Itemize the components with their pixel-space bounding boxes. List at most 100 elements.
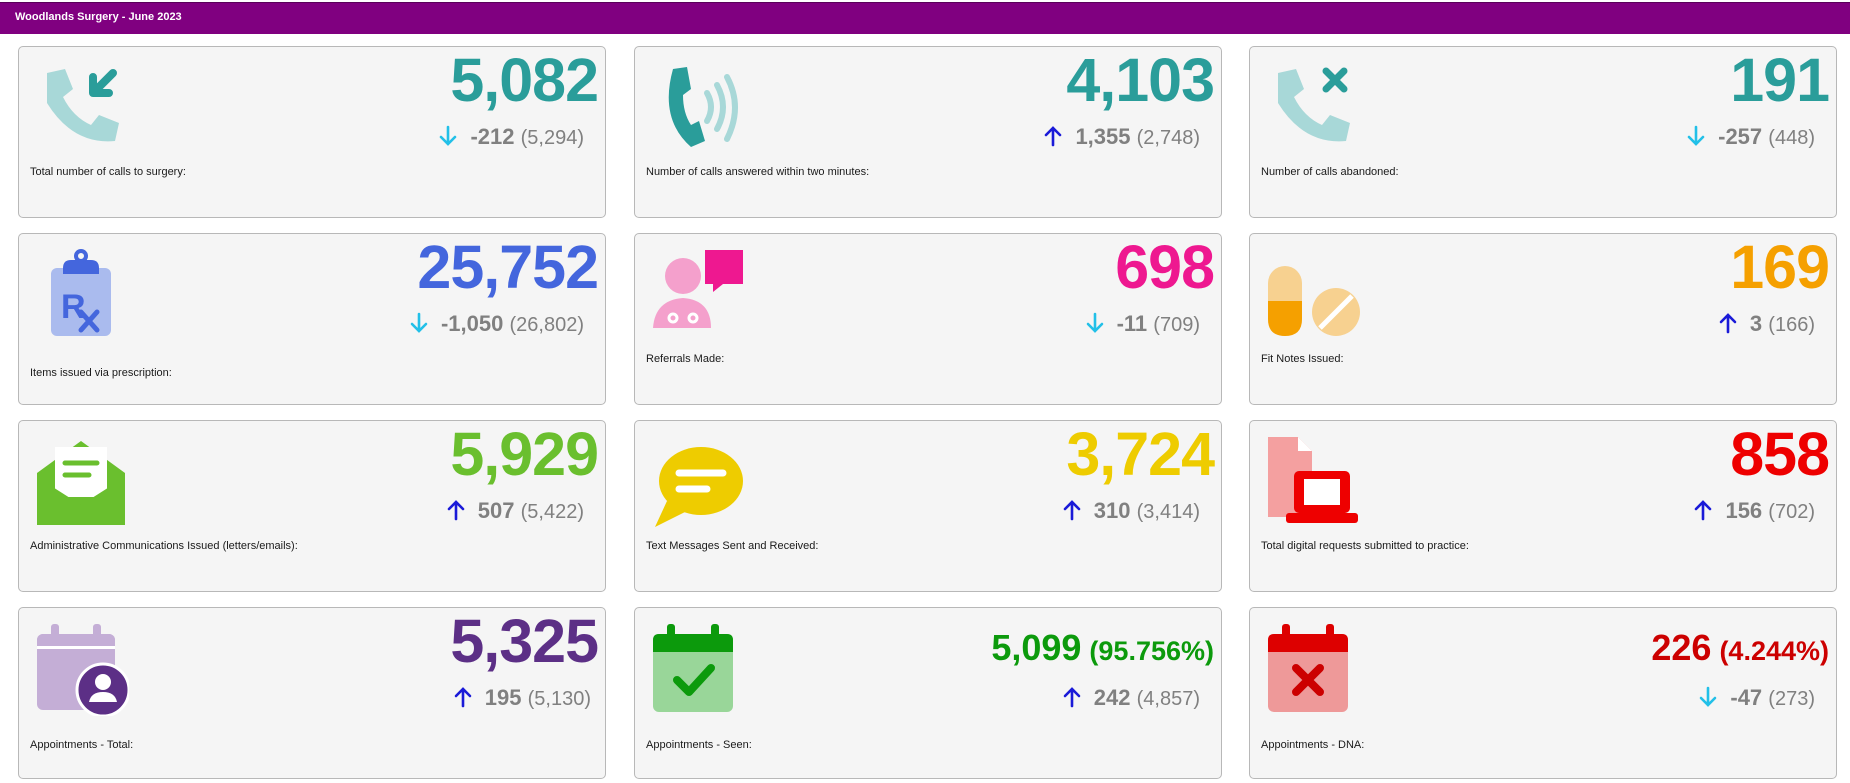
- file-laptop-icon: [1264, 433, 1360, 529]
- kpi-label: Total digital requests submitted to prac…: [1261, 540, 1469, 552]
- kpi-change: -212 (5,294): [436, 124, 584, 151]
- kpi-value-number: 226: [1651, 627, 1712, 668]
- kpi-value: 25,752: [417, 233, 599, 301]
- kpi-change-value: 1,355: [1075, 124, 1131, 149]
- kpi-previous-value: (702): [1768, 501, 1815, 523]
- kpi-change-value: -257: [1718, 124, 1763, 149]
- speech-bubble-icon: [649, 433, 745, 529]
- kpi-change: 3 (166): [1716, 311, 1815, 338]
- kpi-label: Text Messages Sent and Received:: [646, 540, 819, 552]
- kpi-card-referrals: 698 -11 (709) Referrals Made:: [634, 233, 1222, 405]
- kpi-label: Appointments - Seen:: [646, 739, 752, 751]
- kpi-change-value: -1,050: [440, 311, 504, 336]
- kpi-value-number: 5,099: [991, 627, 1082, 668]
- kpi-previous-value: (5,130): [527, 688, 591, 710]
- kpi-change: 242 (4,857): [1060, 685, 1200, 712]
- kpi-change-value: 507: [477, 498, 515, 523]
- kpi-change-value: 156: [1725, 498, 1763, 523]
- kpi-value: 5,082: [450, 46, 599, 114]
- svg-text:R: R: [61, 288, 86, 326]
- kpi-change: 195 (5,130): [451, 685, 591, 712]
- kpi-label: Appointments - Total:: [30, 739, 134, 751]
- kpi-change-value: 242: [1093, 685, 1131, 710]
- kpi-label: Number of calls answered within two minu…: [646, 166, 870, 178]
- kpi-label: Items issued via prescription:: [30, 367, 172, 379]
- arrow-up-icon: [1060, 498, 1084, 522]
- kpi-change: -47 (273): [1696, 685, 1815, 712]
- arrow-down-icon: [1083, 311, 1107, 335]
- kpi-label: Total number of calls to surgery:: [30, 166, 186, 178]
- kpi-previous-value: (4,857): [1136, 688, 1200, 710]
- kpi-card-digital-requests: 858 156 (702) Total digital requests sub…: [1249, 420, 1837, 592]
- kpi-percent: (95.756%): [1089, 636, 1214, 666]
- arrow-down-icon: [1684, 124, 1708, 148]
- kpi-label: Referrals Made:: [646, 353, 725, 365]
- kpi-change: -11 (709): [1083, 311, 1200, 338]
- kpi-value: 4,103: [1066, 46, 1215, 114]
- arrow-up-icon: [444, 498, 468, 522]
- arrow-up-icon: [451, 685, 475, 709]
- kpi-value: 5,325: [450, 607, 599, 675]
- kpi-percent: (4.244%): [1719, 636, 1829, 666]
- kpi-card-calls-abandoned: 191 -257 (448) Number of calls abandoned…: [1249, 46, 1837, 218]
- kpi-previous-value: (273): [1768, 688, 1815, 710]
- kpi-change-value: -11: [1116, 311, 1148, 336]
- kpi-change: -1,050 (26,802): [407, 311, 584, 338]
- kpi-card-fit-notes: 169 3 (166) Fit Notes Issued:: [1249, 233, 1837, 405]
- kpi-change-value: -212: [470, 124, 515, 149]
- report-title: Woodlands Surgery - June 2023: [15, 11, 182, 23]
- kpi-label: Appointments - DNA:: [1261, 739, 1365, 751]
- envelope-letter-icon: [33, 433, 129, 529]
- kpi-card-calls-answered: 4,103 1,355 (2,748) Number of calls answ…: [634, 46, 1222, 218]
- pills-icon: [1264, 246, 1360, 342]
- kpi-label: Number of calls abandoned:: [1261, 166, 1399, 178]
- kpi-previous-value: (26,802): [509, 314, 585, 336]
- kpi-value: 5,099 (95.756%): [991, 630, 1214, 666]
- arrow-up-icon: [1691, 498, 1715, 522]
- kpi-change: 1,355 (2,748): [1041, 124, 1200, 151]
- kpi-card-appointments-seen: 5,099 (95.756%) 242 (4,857) Appointments …: [634, 607, 1222, 779]
- kpi-change-value: 310: [1093, 498, 1131, 523]
- phone-ringing-icon: [649, 59, 745, 155]
- kpi-change-value: 3: [1749, 311, 1763, 336]
- kpi-card-prescriptions: R 25,752 -1,050 (26,802) Items issued vi…: [18, 233, 606, 405]
- kpi-previous-value: (5,294): [520, 127, 584, 149]
- kpi-value: 5,929: [450, 420, 599, 488]
- kpi-card-appointments-dna: 226 (4.244%) -47 (273) Appointments - DNA…: [1249, 607, 1837, 779]
- kpi-change: -257 (448): [1684, 124, 1815, 151]
- calendar-x-icon: [1264, 620, 1360, 716]
- kpi-previous-value: (2,748): [1136, 127, 1200, 149]
- kpi-card-appointments-total: 5,325 195 (5,130) Appointments - Total:: [18, 607, 606, 779]
- calendar-user-icon: [33, 620, 129, 716]
- kpi-card-total-calls: 5,082 -212 (5,294) Total number of calls…: [18, 46, 606, 218]
- arrow-down-icon: [436, 124, 460, 148]
- prescription-clipboard-icon: R: [33, 246, 129, 342]
- arrow-up-icon: [1060, 685, 1084, 709]
- kpi-value: 226 (4.244%): [1651, 630, 1829, 666]
- arrow-down-icon: [1696, 685, 1720, 709]
- kpi-previous-value: (3,414): [1136, 501, 1200, 523]
- kpi-value: 191: [1730, 46, 1830, 114]
- phone-abandoned-icon: [1264, 59, 1360, 155]
- arrow-up-icon: [1716, 311, 1740, 335]
- kpi-change: 156 (702): [1691, 498, 1815, 525]
- kpi-label: Fit Notes Issued:: [1261, 353, 1344, 365]
- kpi-value: 858: [1730, 420, 1830, 488]
- kpi-change: 310 (3,414): [1060, 498, 1200, 525]
- kpi-change-value: -47: [1730, 685, 1763, 710]
- title-bar: Woodlands Surgery - June 2023: [0, 2, 1850, 34]
- doctor-chat-icon: [649, 246, 745, 342]
- kpi-previous-value: (709): [1153, 314, 1200, 336]
- kpi-label: Administrative Communications Issued (le…: [30, 540, 298, 552]
- phone-incoming-icon: [33, 59, 129, 155]
- arrow-down-icon: [407, 311, 431, 335]
- kpi-value: 3,724: [1066, 420, 1215, 488]
- kpi-previous-value: (448): [1768, 127, 1815, 149]
- kpi-value: 169: [1730, 233, 1830, 301]
- calendar-check-icon: [649, 620, 745, 716]
- kpi-previous-value: (5,422): [520, 501, 584, 523]
- kpi-card-admin-communications: 5,929 507 (5,422) Administrative Communi…: [18, 420, 606, 592]
- kpi-previous-value: (166): [1768, 314, 1815, 336]
- kpi-card-text-messages: 3,724 310 (3,414) Text Messages Sent and…: [634, 420, 1222, 592]
- kpi-change-value: 195: [484, 685, 522, 710]
